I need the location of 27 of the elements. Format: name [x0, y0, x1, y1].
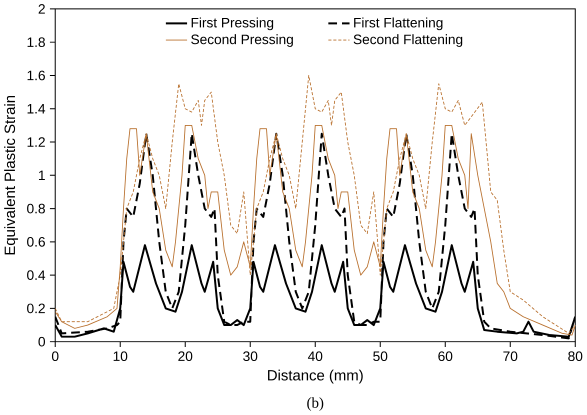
x-tick-label: 60 — [438, 351, 452, 362]
y-tick-label: 1 — [38, 170, 45, 180]
y-tick-label: 1.6 — [28, 70, 45, 80]
legend-label: First Pressing — [192, 17, 274, 30]
x-tick-label: 70 — [503, 351, 518, 362]
y-tick-label: 1.4 — [28, 104, 46, 114]
y-tick-label: 0.4 — [27, 270, 46, 280]
y-axis-title: Equivalent Plastic Strain — [4, 96, 18, 254]
legend-label: First Flattening — [354, 17, 442, 30]
y-tick-label: 0.8 — [27, 204, 45, 214]
x-tick-label: 80 — [568, 351, 582, 362]
y-tick-label: 1.2 — [28, 137, 45, 147]
x-axis-title: Distance (mm) — [268, 370, 363, 384]
legend-label: Second Flattening — [354, 34, 462, 47]
x-tick-label: 0 — [52, 351, 58, 362]
x-tick-label: 20 — [178, 351, 192, 362]
x-tick-label: 50 — [373, 351, 388, 362]
x-tick-label: 40 — [308, 351, 322, 362]
x-tick-label: 30 — [243, 351, 258, 362]
legend-label: Second Pressing — [191, 34, 293, 47]
y-tick-label: 0.6 — [27, 237, 45, 247]
y-tick-label: 1.8 — [28, 37, 45, 48]
y-tick-label: 0.2 — [27, 304, 45, 314]
x-tick-label: 10 — [114, 351, 128, 362]
y-tick-label: 2 — [38, 4, 45, 14]
text: (b) — [307, 397, 324, 411]
y-tick-label: 0 — [38, 336, 45, 347]
